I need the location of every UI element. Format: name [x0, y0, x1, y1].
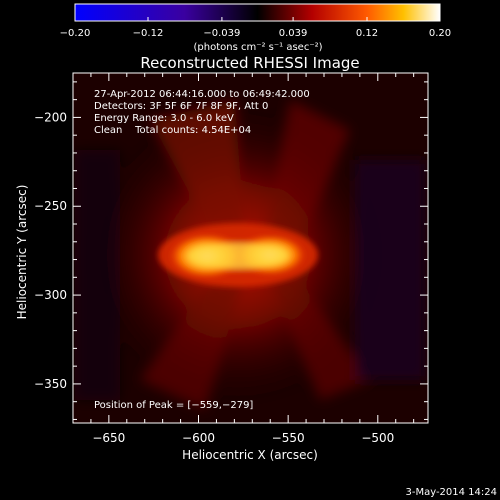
image-plot-area — [73, 73, 428, 423]
x-tick-label: −550 — [272, 431, 305, 445]
peak-position-label: Position of Peak = [−559,−279] — [94, 400, 253, 411]
x-tick-label: −650 — [92, 431, 125, 445]
x-tick-label: −500 — [361, 431, 394, 445]
colorbar — [74, 3, 441, 22]
colorbar-ticks: −0.20 −0.12 −0.039 0.039 0.12 0.20 — [60, 17, 451, 39]
x-tick-label: −600 — [182, 431, 215, 445]
colorbar-unit-label: (photons cm⁻² s⁻¹ asec⁻²) — [193, 42, 322, 53]
colorbar-tick-label: −0.20 — [60, 28, 91, 39]
x-axis-label: Heliocentric X (arcsec) — [182, 448, 318, 462]
footer-timestamp: 3-May-2014 14:24 — [405, 487, 497, 498]
y-axis-label: Heliocentric Y (arcsec) — [15, 185, 29, 320]
annotation-total-counts: Clean Total counts: 4.54E+04 — [94, 125, 251, 136]
colorbar-tick-label: 0.20 — [429, 28, 451, 39]
image-sources — [158, 223, 318, 287]
chart-title: Reconstructed RHESSI Image — [140, 54, 359, 72]
plot-frame — [72, 72, 429, 424]
y-tick-label: −350 — [34, 377, 67, 391]
annotation-time-range: 27-Apr-2012 06:44:16.000 to 06:49:42.000 — [94, 89, 310, 100]
colorbar-tick-label: −0.039 — [203, 28, 240, 39]
y-tick-label: −200 — [34, 110, 67, 124]
y-tick-label: −300 — [34, 288, 67, 302]
y-tick-label: −250 — [34, 199, 67, 213]
axis-ticks: −650 −600 −550 −500 −200 −250 −300 −350 — [34, 73, 428, 445]
colorbar-tick-label: 0.039 — [279, 28, 308, 39]
colorbar-tick-label: 0.12 — [356, 28, 378, 39]
colorbar-tick-label: −0.12 — [133, 28, 164, 39]
annotation-detectors: Detectors: 3F 5F 6F 7F 8F 9F, Att 0 — [94, 101, 268, 112]
annotation-energy-range: Energy Range: 3.0 - 6.0 keV — [94, 113, 234, 124]
